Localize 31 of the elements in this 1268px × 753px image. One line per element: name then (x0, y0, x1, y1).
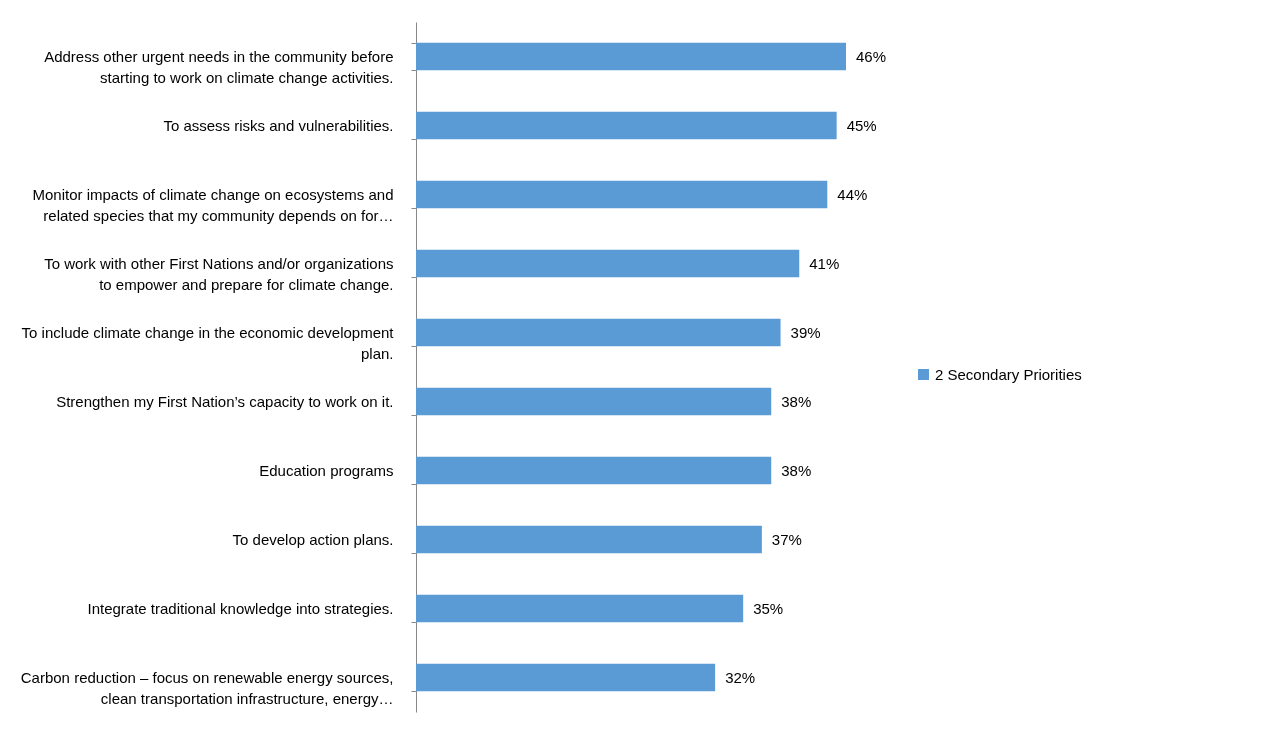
y-tick-label: Carbon reduction – focus on renewable energy sources, clean transportation infrastructure, energy… (20, 669, 394, 707)
data-label: 32% (725, 668, 756, 686)
y-tick-label: Strengthen my First Nation’s capacity to work on it. (56, 393, 394, 410)
y-tick-label: To assess risks and vulnerabilities. (163, 117, 394, 134)
y-tick-label: Address other urgent needs in the community before starting to work on climate change activities. (44, 48, 394, 86)
data-label: 38% (781, 461, 812, 479)
bar (416, 663, 716, 692)
data-label: 38% (781, 392, 812, 410)
bar (416, 42, 846, 71)
bar (416, 249, 800, 278)
y-tick-label: Education programs (259, 462, 394, 479)
data-label: 41% (809, 254, 840, 272)
data-label: 39% (790, 323, 821, 341)
bar (416, 111, 837, 140)
bar (416, 387, 772, 416)
bar (416, 318, 781, 347)
bar (416, 456, 772, 485)
y-tick-label: To work with other First Nations and/or organizations to empower and prepare for climate change. (44, 255, 394, 293)
data-label: 44% (837, 185, 868, 203)
y-tick-label: To include climate change in the economic development plan. (21, 324, 395, 362)
data-label: 35% (753, 599, 784, 617)
data-label: 45% (846, 116, 877, 134)
bar (416, 594, 744, 623)
data-label: 46% (856, 47, 887, 65)
y-tick-label: Monitor impacts of climate change on ecosystems and related species that my community depends on for… (32, 186, 394, 224)
y-tick-label: To develop action plans. (232, 531, 394, 548)
bar (416, 180, 828, 209)
data-label: 37% (771, 530, 802, 548)
legend-label: 2 Secondary Priorities (935, 365, 1082, 383)
y-tick-label: Integrate traditional knowledge into strategies. (87, 600, 394, 617)
bar (416, 525, 762, 554)
